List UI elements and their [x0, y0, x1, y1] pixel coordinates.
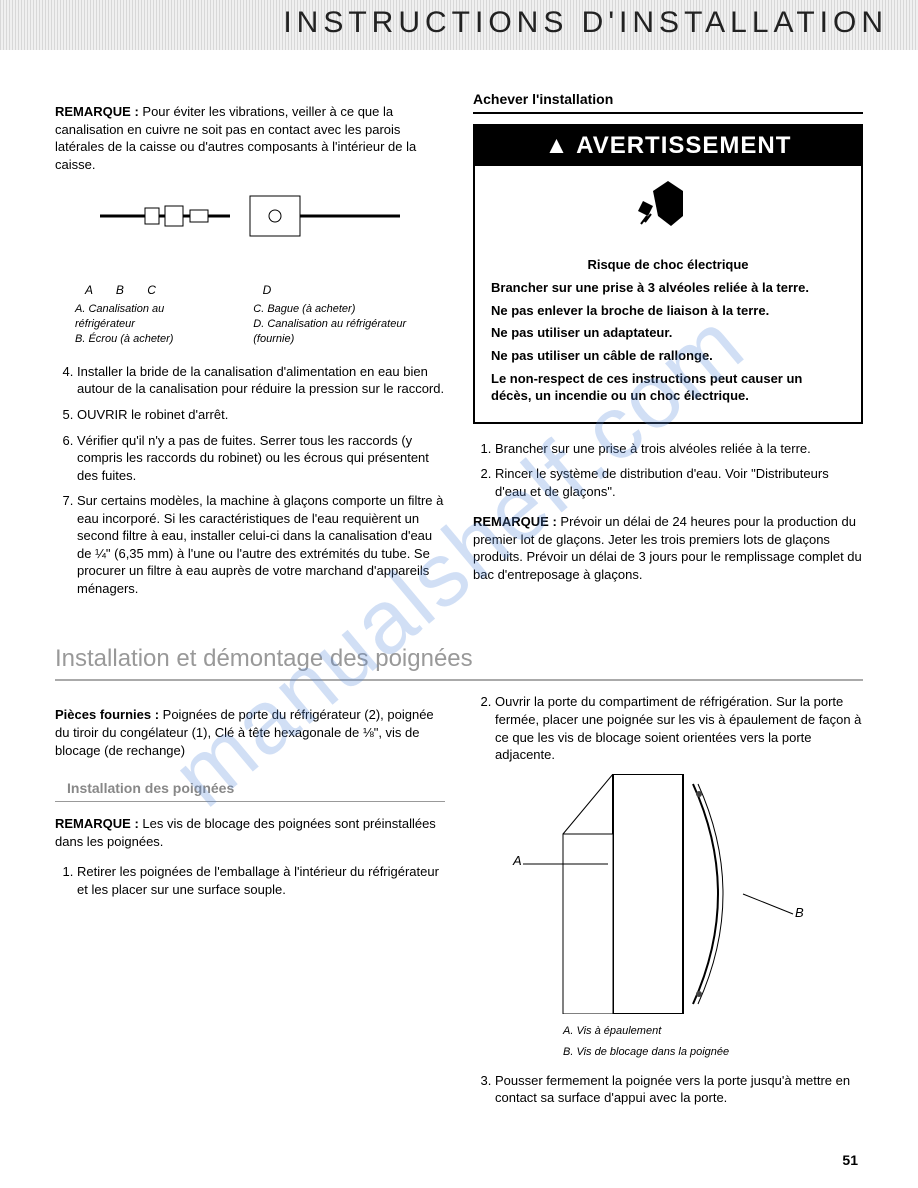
page-title: INSTRUCTIONS D'INSTALLATION: [283, 6, 888, 40]
warning-line-5: Le non-respect de ces instructions peut …: [491, 370, 845, 405]
pipe-diagram: [100, 186, 400, 276]
legend-d: D. Canalisation au réfrigérateur (fourni…: [253, 317, 445, 347]
fig-caption-b: B. Vis de blocage dans la poignée: [563, 1045, 863, 1060]
install-heading: Installation des poignées: [55, 779, 445, 802]
s2-step-3: Pousser fermement la poignée vers la por…: [495, 1072, 863, 1107]
diagram-legend: A. Canalisation au réfrigérateur B. Écro…: [75, 302, 445, 347]
handle-figure-wrap: A B: [513, 774, 863, 1019]
warning-line-1: Brancher sur une prise à 3 alvéoles reli…: [491, 279, 845, 297]
step-5: OUVRIR le robinet d'arrêt.: [77, 406, 445, 424]
section2-remarque: REMARQUE : Les vis de blocage des poigné…: [55, 815, 445, 850]
section-handles: Installation et démontage des poignées P…: [0, 645, 918, 1115]
r-step-1: Brancher sur une prise à trois alvéoles …: [495, 440, 863, 458]
right-remarque: REMARQUE : Prévoir un délai de 24 heures…: [473, 513, 863, 583]
warning-line-4: Ne pas utiliser un câble de rallonge.: [491, 347, 845, 365]
pieces-fournies: Pièces fournies : Poignées de porte du r…: [55, 706, 445, 759]
right-steps: Brancher sur une prise à trois alvéoles …: [473, 440, 863, 501]
section2-right: Ouvrir la porte du compartiment de réfri…: [473, 693, 863, 1115]
warning-line-2: Ne pas enlever la broche de liaison à la…: [491, 302, 845, 320]
pieces-label: Pièces fournies :: [55, 707, 159, 722]
r-remarque-label: REMARQUE :: [473, 514, 557, 529]
two-column-top: REMARQUE : Pour éviter les vibrations, v…: [0, 90, 918, 605]
step-4: Installer la bride de la canalisation d'…: [77, 363, 445, 398]
left-steps: Installer la bride de la canalisation d'…: [55, 363, 445, 598]
warning-box: ▲ AVERTISSEMENT Risque de choc électriqu…: [473, 124, 863, 424]
s2-step-2: Ouvrir la porte du compartiment de réfri…: [495, 693, 863, 763]
header-band: INSTRUCTIONS D'INSTALLATION: [0, 0, 918, 50]
section2-right-steps-a: Ouvrir la porte du compartiment de réfri…: [473, 693, 863, 763]
fig-caption-a: A. Vis à épaulement: [563, 1024, 863, 1039]
handle-figure: [513, 774, 813, 1014]
r-step-2: Rincer le système de distribution d'eau.…: [495, 465, 863, 500]
legend-c: C. Bague (à acheter): [253, 302, 445, 317]
right-column: Achever l'installation ▲ AVERTISSEMENT R…: [473, 90, 863, 605]
step-7: Sur certains modèles, la machine à glaço…: [77, 492, 445, 597]
section2-columns: Pièces fournies : Poignées de porte du r…: [55, 693, 863, 1115]
remarque-label: REMARQUE :: [55, 104, 139, 119]
section2-left-steps: Retirer les poignées de l'emballage à l'…: [55, 863, 445, 898]
warning-line-3: Ne pas utiliser un adaptateur.: [491, 324, 845, 342]
s2-step-1: Retirer les poignées de l'emballage à l'…: [77, 863, 445, 898]
warning-icon-row: [475, 166, 861, 245]
page-number: 51: [842, 1152, 858, 1168]
achever-heading: Achever l'installation: [473, 90, 863, 114]
warning-body: Risque de choc électrique Brancher sur u…: [475, 245, 861, 422]
page: INSTRUCTIONS D'INSTALLATION manualshelf.…: [0, 0, 918, 1188]
diagram-letter-row: A B C D: [85, 282, 445, 298]
s2-remarque-label: REMARQUE :: [55, 816, 139, 831]
legend-a: A. Canalisation au réfrigérateur: [75, 302, 223, 332]
remarque-top: REMARQUE : Pour éviter les vibrations, v…: [55, 103, 445, 173]
warning-head: ▲ AVERTISSEMENT: [475, 126, 861, 166]
left-column: REMARQUE : Pour éviter les vibrations, v…: [55, 90, 445, 605]
section2-title: Installation et démontage des poignées: [55, 645, 863, 681]
step-6: Vérifier qu'il n'y a pas de fuites. Serr…: [77, 432, 445, 485]
legend-b: B. Écrou (à acheter): [75, 332, 223, 347]
shock-icon: [633, 176, 703, 236]
section2-left: Pièces fournies : Poignées de porte du r…: [55, 693, 445, 1115]
fig-letter-b: B: [795, 904, 804, 922]
fig-letter-a: A: [513, 852, 522, 870]
section2-right-steps-b: Pousser fermement la poignée vers la por…: [473, 1072, 863, 1107]
warning-title: Risque de choc électrique: [491, 256, 845, 274]
